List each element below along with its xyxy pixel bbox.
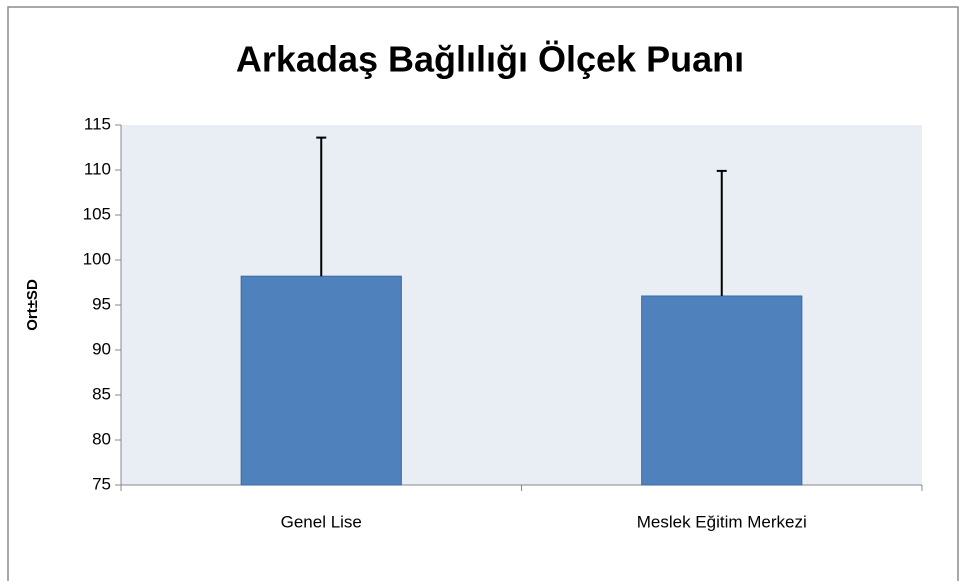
y-tick-label: 90 <box>92 339 111 358</box>
y-tick-label: 110 <box>84 159 111 178</box>
x-tick-label: Meslek Eğitim Merkezi <box>637 512 807 531</box>
chart-title: Arkadaş Bağlılığı Ölçek Puanı <box>236 39 744 80</box>
bar <box>240 275 402 486</box>
y-tick-label: 75 <box>92 474 111 493</box>
y-tick-label: 100 <box>83 249 111 268</box>
y-tick-label: 85 <box>92 384 111 403</box>
y-tick-label: 105 <box>83 204 111 223</box>
y-axis-label: Ort±SD <box>24 279 41 331</box>
y-tick-label: 95 <box>92 294 111 313</box>
x-tick-label: Genel Lise <box>281 512 362 531</box>
y-tick-label: 115 <box>84 114 111 133</box>
bar <box>641 295 803 486</box>
y-tick-label: 80 <box>92 429 111 448</box>
